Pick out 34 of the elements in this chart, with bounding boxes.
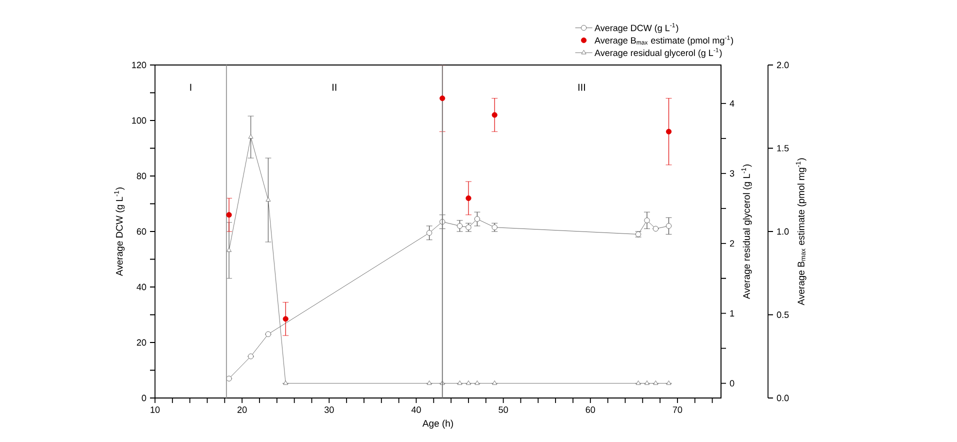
x-tick-label: 30 xyxy=(324,406,334,413)
annotation: III xyxy=(578,84,585,91)
legend-label: Average residual glycerol (g L$^{-1}$) xyxy=(594,48,722,58)
y-tick-label: 20 xyxy=(136,339,146,346)
y-tick-label: 0 xyxy=(142,394,146,402)
x-tick-label: 70 xyxy=(672,406,682,413)
y-tick-label: 80 xyxy=(136,172,146,180)
y2-axis-title: Average residual glycerol (g L$^{-1}$) xyxy=(741,164,752,300)
x-tick-label: 50 xyxy=(498,406,508,413)
x-tick-label: 10 xyxy=(150,406,160,413)
x-tick-label: 20 xyxy=(238,406,247,413)
y-tick-label: 60 xyxy=(136,228,146,235)
y2-tick-label: 0 xyxy=(730,380,734,386)
y-axis-title: Average DCW (g L$^{-1}$) xyxy=(114,188,125,276)
y2-tick-label: 2 xyxy=(730,240,734,247)
y2-tick-label: 1 xyxy=(730,310,734,316)
x-tick-label: 40 xyxy=(411,406,421,413)
legend-label: Average DCW (g L$^{-1}$) xyxy=(594,23,678,33)
x-axis-title: Age (h) xyxy=(422,420,453,429)
y-tick-label: 120 xyxy=(132,62,146,68)
y3-tick-label: 1.5 xyxy=(777,145,789,152)
y3-tick-label: 0.0 xyxy=(776,394,789,402)
y3-tick-label: 2.0 xyxy=(777,62,789,68)
y2-tick-label: 4 xyxy=(730,100,734,107)
y3-axis-title: Average B$_{max}$ estimate (pmol mg$^{-1}$) xyxy=(796,158,806,306)
annotation: I xyxy=(190,84,192,91)
y3-tick-label: 1.0 xyxy=(777,228,789,235)
legend-label: Average B$_{max}$ estimate (pmol mg$^{-1}$) xyxy=(594,36,734,46)
y-tick-label: 40 xyxy=(136,284,146,290)
y3-tick-label: 0.5 xyxy=(776,312,789,318)
x-tick-label: 60 xyxy=(586,406,596,413)
y2-tick-label: 3 xyxy=(730,170,734,177)
y-tick-label: 100 xyxy=(132,117,146,124)
annotation: II xyxy=(332,84,336,91)
